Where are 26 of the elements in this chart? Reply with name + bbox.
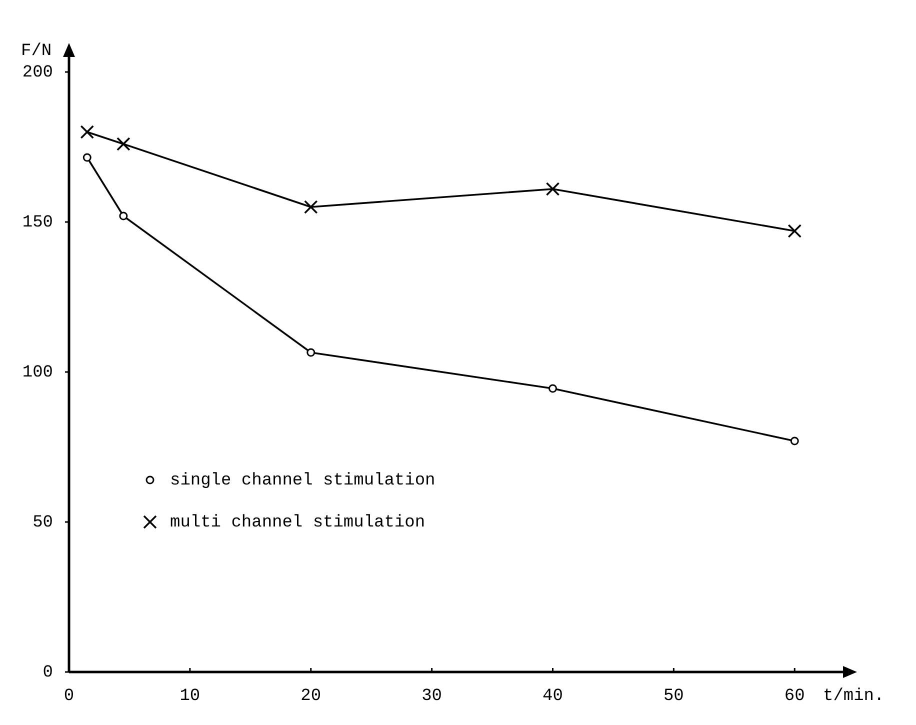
point	[119, 212, 128, 220]
y-tick-label: 200	[22, 63, 53, 82]
legend-label: multi channel stimulation	[170, 513, 426, 532]
x-tick-label: 40	[542, 687, 563, 706]
y-tick-label: 0	[42, 663, 53, 682]
point	[790, 436, 799, 446]
legend-label: single channel stimulation	[170, 471, 436, 490]
point	[80, 125, 94, 139]
x-tick-label: 60	[784, 687, 805, 706]
point	[116, 137, 130, 151]
x-tick-label: 30	[422, 687, 442, 706]
point	[304, 200, 318, 214]
y-tick-label: 50	[32, 513, 53, 532]
point	[548, 384, 557, 393]
point	[546, 182, 560, 196]
x-axis-title: t/min.	[823, 687, 884, 706]
point	[82, 153, 92, 162]
x-tick-label: 10	[180, 687, 200, 706]
point	[306, 348, 316, 357]
x-tick-label: 0	[64, 687, 74, 706]
x-tick-label: 50	[663, 687, 684, 706]
y-axis-title: F/N	[21, 42, 52, 61]
y-tick-label: 150	[22, 213, 53, 232]
y-tick-label: 100	[22, 363, 53, 382]
point	[788, 224, 802, 238]
x-tick-label: 20	[300, 687, 322, 706]
